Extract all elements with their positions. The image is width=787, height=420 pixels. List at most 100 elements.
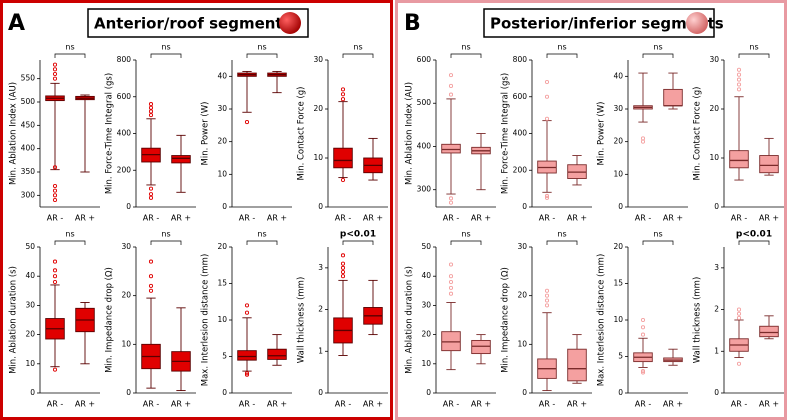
y-tick-label: 30	[121, 242, 131, 251]
y-tick-label: 10	[313, 153, 323, 162]
y-tick-label: 300	[417, 185, 432, 194]
outlier	[148, 109, 154, 114]
y-tick-label: 10	[421, 359, 431, 368]
y-tick-label: 30	[25, 300, 35, 309]
x-tick-label: AR +	[759, 400, 779, 409]
y-tick-label: 15	[217, 279, 227, 288]
y-tick-label: 20	[709, 104, 719, 113]
y-tick-label: 20	[421, 330, 431, 339]
outlier	[340, 87, 346, 92]
x-tick-label: AR +	[75, 400, 95, 409]
bracket	[546, 240, 578, 245]
bracket	[342, 53, 374, 58]
outlier	[448, 285, 454, 290]
x-tick-label: AR -	[539, 400, 556, 409]
x-tick-label: AR -	[143, 214, 160, 223]
box	[267, 348, 287, 360]
y-tick-label: 200	[117, 165, 132, 174]
outlier	[736, 77, 742, 82]
outlier	[148, 259, 154, 264]
x-tick-label: AR +	[171, 400, 191, 409]
outlier	[640, 325, 646, 330]
box	[171, 155, 191, 164]
annotation: ns	[461, 230, 470, 239]
outlier	[340, 261, 346, 266]
y-axis-label: Min. Force-Time Integral (gs)	[105, 73, 115, 194]
lesion-icon	[279, 12, 301, 34]
y-tick-label: 0	[714, 202, 719, 211]
y-tick-label: 10	[709, 153, 719, 162]
lesion-icon	[686, 12, 708, 34]
outlier	[448, 196, 454, 201]
outlier	[544, 298, 550, 303]
y-tick-label: 20	[217, 137, 227, 146]
annotation: ns	[161, 230, 170, 239]
outlier	[448, 279, 454, 285]
annotation: ns	[557, 43, 566, 52]
y-tick-label: 500	[21, 97, 36, 106]
y-tick-label: 0	[426, 388, 431, 397]
y-tick-label: 10	[517, 339, 527, 348]
bracket	[54, 240, 86, 245]
outlier	[148, 195, 154, 200]
outlier	[640, 332, 646, 337]
y-tick-label: 20	[313, 104, 323, 113]
y-tick-label: 450	[21, 120, 36, 129]
outlier	[736, 361, 742, 366]
outlier	[640, 139, 646, 144]
y-tick-label: 30	[709, 55, 719, 64]
y-tick-label: 0	[714, 388, 719, 397]
bracket	[546, 53, 578, 58]
outlier	[640, 317, 646, 323]
y-tick-label: 800	[117, 55, 132, 64]
annotation: p<0.01	[340, 230, 376, 240]
annotation: ns	[65, 230, 74, 239]
x-tick-label: AR +	[471, 400, 491, 409]
y-tick-label: 0	[522, 388, 527, 397]
outlier	[544, 193, 550, 199]
y-tick-label: 0	[318, 388, 323, 397]
x-tick-label: AR +	[267, 214, 287, 223]
x-tick-label: AR +	[363, 214, 383, 223]
y-tick-label: 400	[417, 141, 432, 150]
y-tick-label: 20	[613, 242, 623, 251]
y-tick-label: 200	[513, 165, 528, 174]
outlier	[52, 259, 58, 264]
x-tick-label: AR +	[363, 400, 383, 409]
outlier	[736, 87, 742, 92]
annotation: ns	[653, 230, 662, 239]
box	[441, 143, 461, 154]
outlier	[448, 73, 454, 78]
x-tick-label: AR +	[663, 214, 683, 223]
y-tick-label: 600	[417, 55, 432, 64]
bracket	[246, 240, 278, 245]
x-tick-label: AR -	[47, 400, 64, 409]
outlier	[52, 193, 58, 198]
annotation: ns	[65, 43, 74, 52]
y-tick-label: 20	[25, 330, 35, 339]
outlier	[148, 113, 154, 118]
title-box	[87, 8, 309, 38]
y-axis-label: Min. Contact Force (g)	[297, 87, 307, 181]
annotation: ns	[257, 43, 266, 52]
y-tick-label: 0	[618, 202, 623, 211]
outlier	[52, 197, 58, 203]
panel-b-frame	[395, 0, 787, 420]
y-axis-label: Min. Impedance drop (Ω)	[501, 267, 511, 373]
outlier	[448, 274, 454, 279]
y-tick-label: 30	[517, 242, 527, 251]
x-tick-label: AR +	[759, 214, 779, 223]
outlier	[148, 186, 154, 191]
y-tick-label: 40	[421, 271, 431, 280]
outlier	[244, 371, 250, 376]
y-tick-label: 2	[318, 305, 323, 314]
outlier	[340, 92, 346, 97]
outlier	[736, 72, 742, 77]
outlier	[340, 97, 346, 102]
y-tick-label: 300	[21, 190, 36, 199]
y-axis-label: Min. Force-Time Integral (gs)	[501, 73, 511, 194]
x-tick-label: AR +	[171, 214, 191, 223]
outlier	[544, 80, 550, 85]
outlier	[340, 269, 346, 275]
x-tick-label: AR -	[539, 214, 556, 223]
